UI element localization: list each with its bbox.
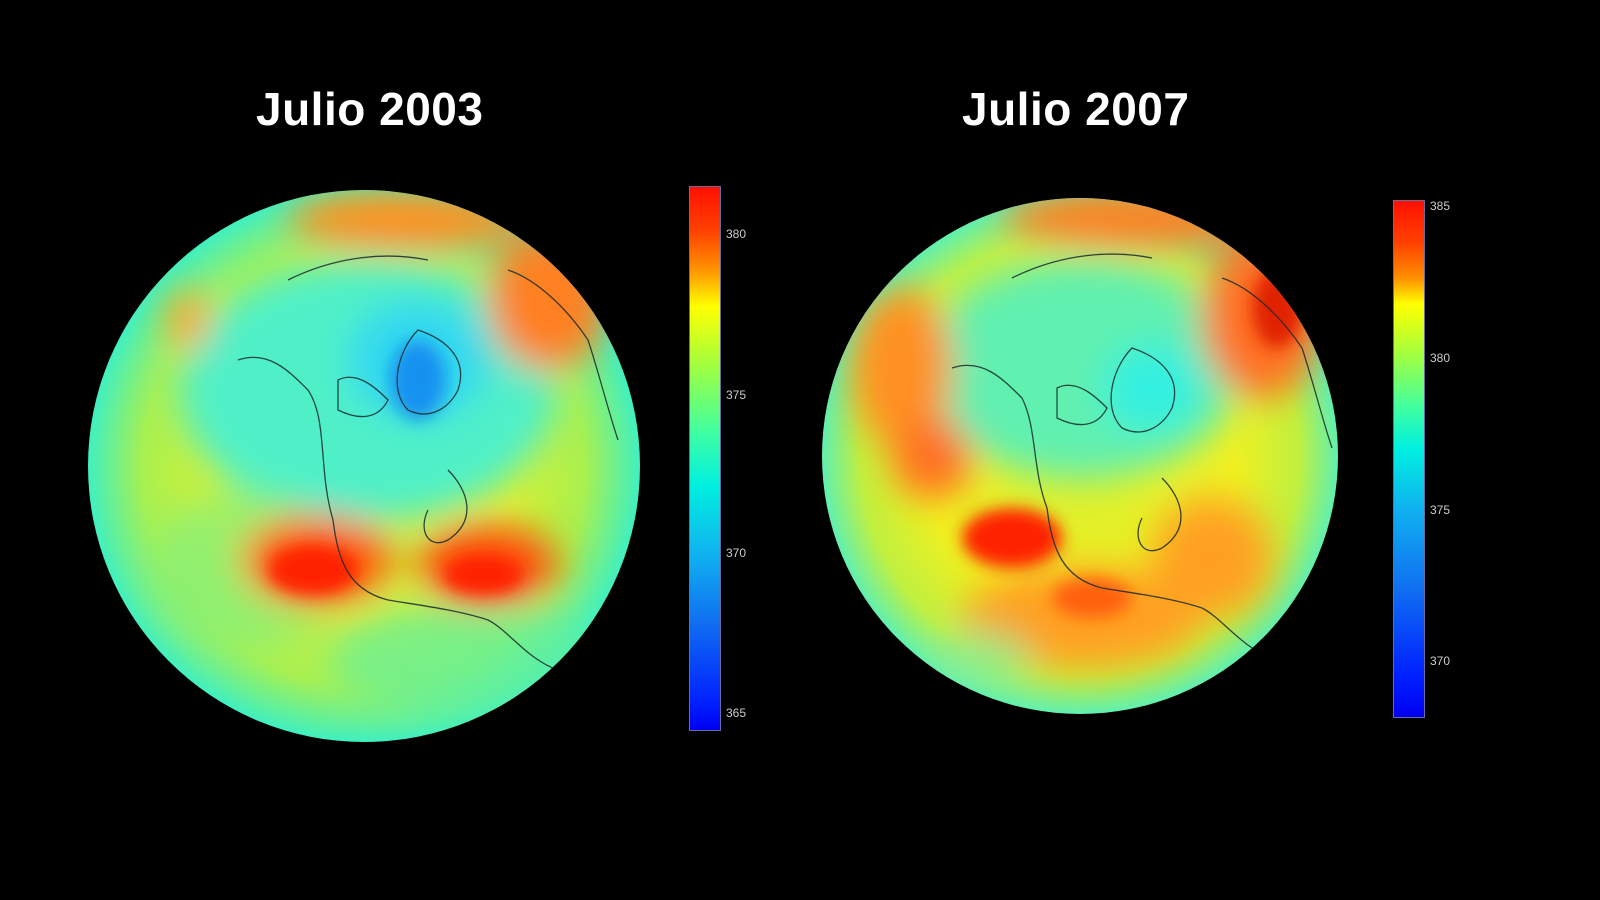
- colorbar-2007-tick-380: 380: [1430, 351, 1451, 365]
- globe-map-2003: [88, 190, 640, 742]
- colorbar-2007-tick-375: 375: [1430, 503, 1451, 517]
- panel-title-2007: Julio 2007: [962, 83, 1190, 135]
- colorbar-2003-tick-380: 380: [726, 227, 747, 241]
- colorbar-2003: [689, 186, 721, 731]
- colorbar-2007-tick-385: 385: [1430, 199, 1451, 213]
- colorbar-2003-tick-370: 370: [726, 546, 747, 560]
- panel-title-2003: Julio 2003: [256, 83, 484, 135]
- colorbar-2007: [1393, 200, 1425, 718]
- colorbar-2003-tick-375: 375: [726, 388, 747, 402]
- colorbar-2007-tick-370: 370: [1430, 654, 1451, 668]
- globe-map-2007: [822, 198, 1338, 714]
- colorbar-2003-tick-365: 365: [726, 706, 747, 720]
